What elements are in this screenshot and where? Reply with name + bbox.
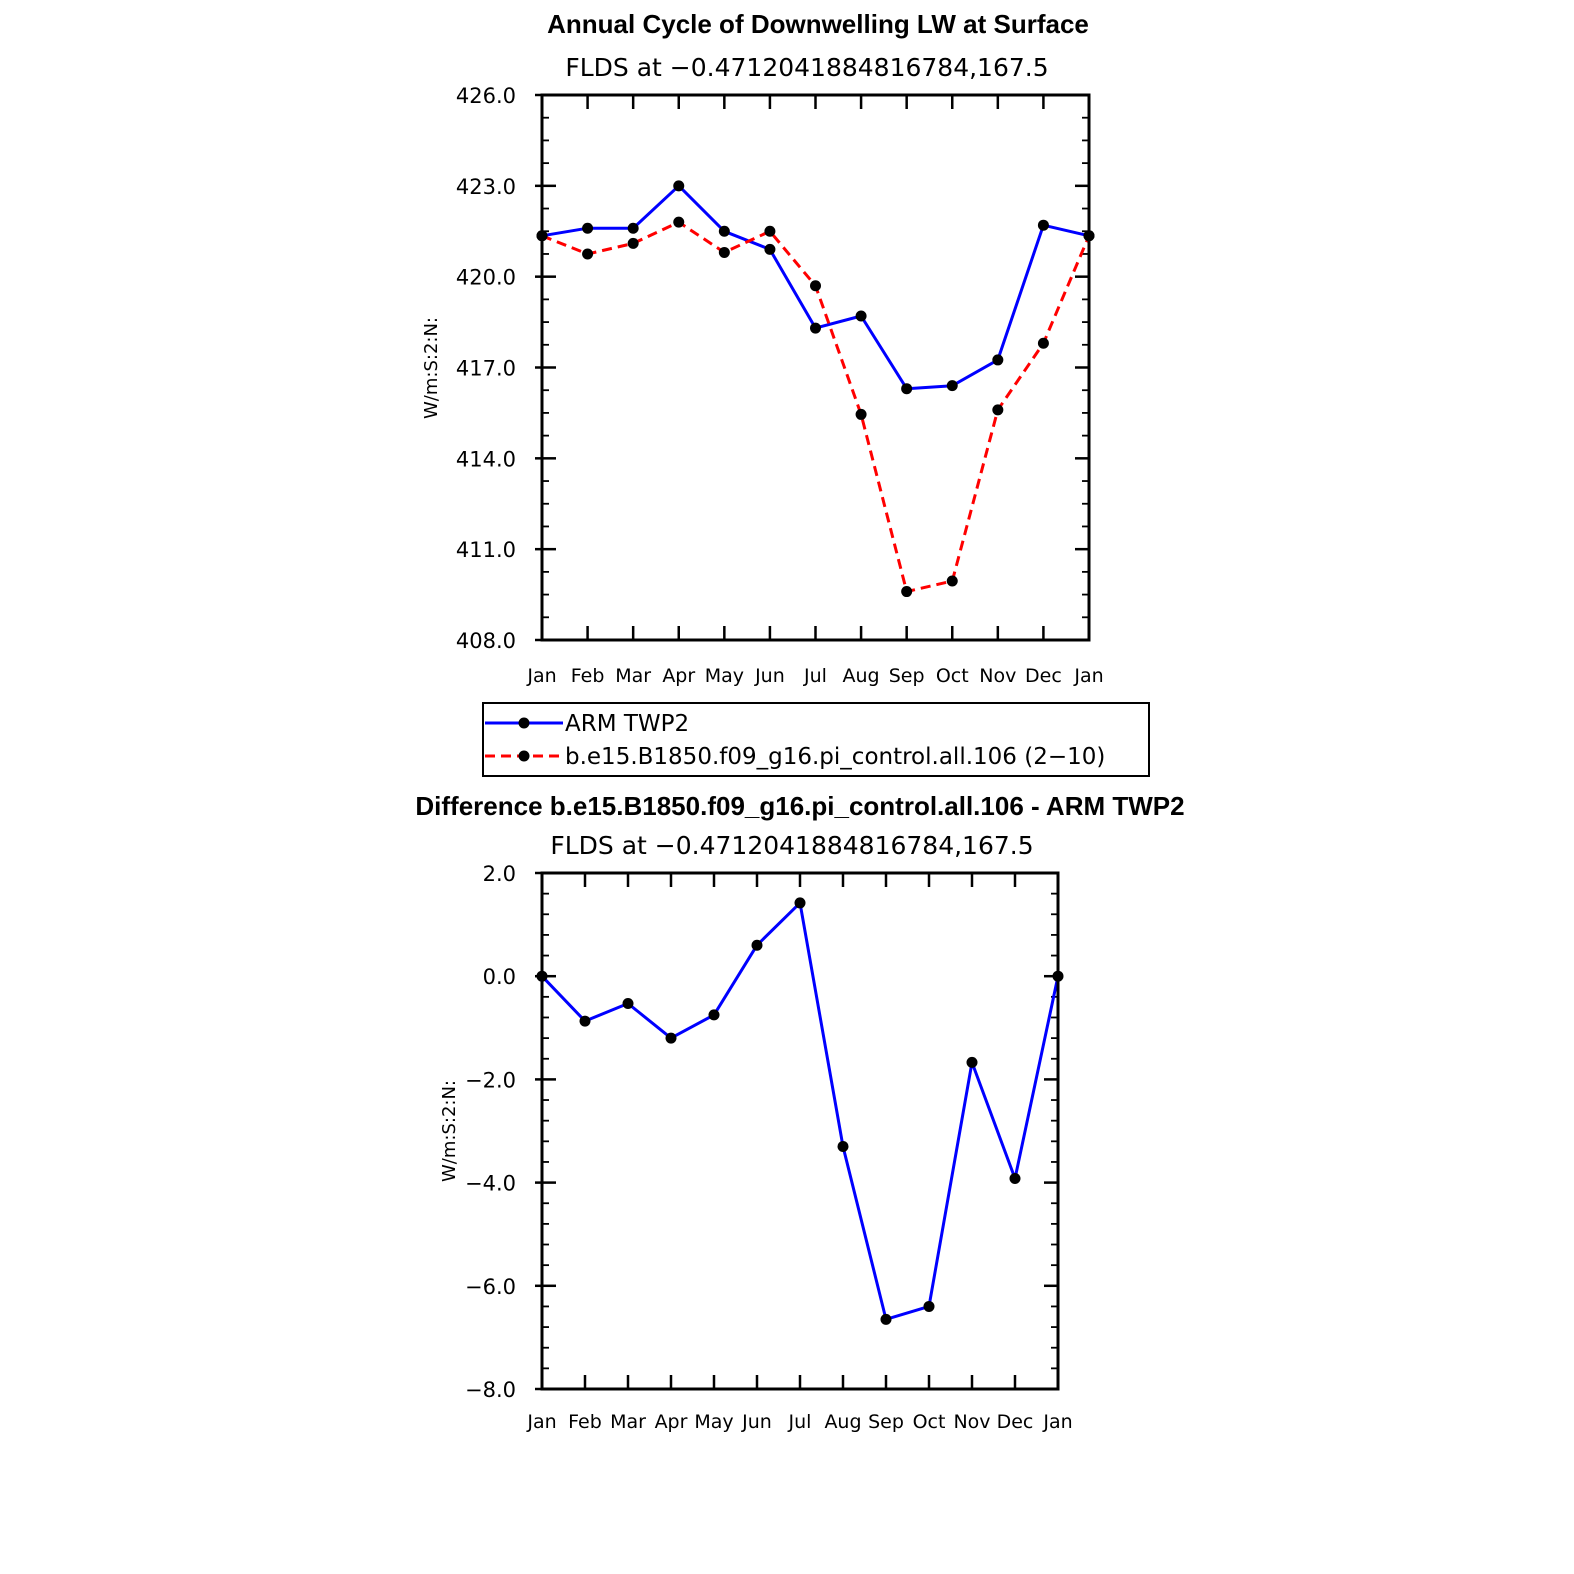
legend-label-arm: ARM TWP2 — [565, 711, 689, 737]
top-x-tick-label: Jul — [803, 665, 827, 687]
top-series-1-point — [764, 225, 776, 237]
bottom-chart-title: Difference b.e15.B1850.f09_g16.pi_contro… — [415, 791, 1184, 821]
top-series-0-point — [627, 222, 639, 234]
top-series-1-point — [901, 586, 913, 598]
bottom-y-tick-label: 2.0 — [483, 862, 516, 886]
bottom-y-tick-label: −8.0 — [465, 1378, 516, 1402]
top-chart-series — [536, 180, 1095, 598]
bottom-x-tick-label: Feb — [568, 1411, 602, 1433]
bottom-chart-frame — [540, 871, 1060, 1391]
top-chart: Annual Cycle of Downwelling LW at Surfac… — [421, 9, 1104, 687]
bottom-chart-subtitle: FLDS at −0.4712041884816784,167.5 — [550, 831, 1033, 860]
bottom-x-tick-label: Apr — [655, 1411, 688, 1433]
top-series-1-point — [810, 280, 821, 292]
legend-marker-model — [518, 750, 530, 762]
bottom-x-tick-label: Jun — [741, 1411, 772, 1433]
bottom-x-tick-label: Jan — [1042, 1411, 1072, 1433]
bottom-series-0-point — [751, 939, 763, 951]
bottom-y-tick-label: −2.0 — [465, 1068, 516, 1092]
bottom-y-tick-label: −6.0 — [465, 1275, 516, 1299]
top-y-tick-label: 423.0 — [456, 175, 516, 199]
bottom-x-tick-label: Dec — [997, 1411, 1034, 1433]
top-x-tick-label: Dec — [1025, 665, 1062, 687]
top-x-tick-label: Jun — [754, 665, 785, 687]
top-chart-ticks: Jan Feb Mar Apr May Jun Jul Aug Sep Oct Nov Dec Jan 4… — [456, 84, 1104, 687]
bottom-x-tick-label: Jan — [526, 1411, 556, 1433]
bottom-series-0-point — [665, 1032, 677, 1044]
bottom-x-tick-label: Oct — [913, 1411, 946, 1433]
top-x-tick-label: Oct — [936, 665, 969, 687]
top-series-1-point — [627, 237, 639, 249]
top-x-tick-label: May — [705, 665, 744, 687]
top-chart-title: Annual Cycle of Downwelling LW at Surfac… — [547, 9, 1089, 39]
bottom-x-tick-label: May — [694, 1411, 733, 1433]
bottom-series-0-point — [923, 1300, 935, 1312]
top-series-0-point — [992, 354, 1004, 366]
bottom-x-tick-label: Sep — [868, 1411, 904, 1433]
bottom-series-0-point — [622, 998, 634, 1010]
bottom-chart-ticks: Jan Feb Mar Apr May Jun Jul Aug Sep Oct Nov Dec Jan−… — [465, 862, 1073, 1433]
top-chart-frame — [540, 93, 1091, 642]
top-series-0-point — [810, 322, 821, 334]
top-y-tick-label: 426.0 — [456, 84, 516, 108]
bottom-chart-ylabel: W/m:S:2:N: — [439, 1080, 460, 1182]
bottom-chart-series — [536, 897, 1064, 1325]
top-series-0-point — [946, 380, 958, 392]
top-series-1-point — [582, 248, 594, 260]
top-x-tick-label: Jan — [526, 665, 556, 687]
bottom-series-0-point — [837, 1140, 849, 1152]
top-x-tick-label: Apr — [662, 665, 695, 687]
top-series-1-point — [946, 575, 958, 587]
top-y-tick-label: 420.0 — [456, 266, 516, 290]
top-series-1-point — [718, 246, 730, 258]
top-y-tick-label: 408.0 — [456, 629, 516, 653]
top-x-tick-label: Nov — [979, 665, 1016, 687]
top-series-0-point — [1037, 219, 1049, 231]
top-series-0-point — [582, 222, 594, 234]
top-series-1-point — [855, 408, 867, 420]
top-chart-ylabel: W/m:S:2:N: — [421, 317, 442, 419]
bottom-series-0-point — [708, 1009, 720, 1021]
bottom-series-0-point — [966, 1056, 978, 1068]
top-x-tick-label: Aug — [843, 665, 880, 687]
top-y-tick-label: 417.0 — [456, 357, 516, 381]
top-series-0-point — [764, 243, 776, 255]
bottom-x-tick-label: Jul — [788, 1411, 812, 1433]
top-series-0-point — [855, 310, 867, 322]
bottom-x-tick-label: Nov — [953, 1411, 990, 1433]
legend-marker-arm — [518, 717, 530, 729]
top-x-tick-label: Feb — [571, 665, 605, 687]
legend-label-model: b.e15.B1850.f09_g16.pi_control.all.106 (… — [565, 744, 1105, 770]
top-y-tick-label: 411.0 — [456, 538, 516, 562]
top-chart-subtitle: FLDS at −0.4712041884816784,167.5 — [565, 53, 1048, 82]
legend: ARM TWP2 b.e15.B1850.f09_g16.pi_control.… — [482, 702, 1150, 777]
bottom-y-tick-label: −4.0 — [465, 1172, 516, 1196]
bottom-series-0-point — [1009, 1172, 1021, 1184]
legend-box — [482, 702, 1150, 777]
top-y-tick-label: 414.0 — [456, 447, 516, 471]
top-x-tick-label: Jan — [1073, 665, 1103, 687]
top-series-0-point — [901, 383, 913, 395]
bottom-series-0-point — [794, 897, 806, 909]
bottom-x-tick-label: Mar — [610, 1411, 646, 1433]
bottom-series-0-point — [880, 1313, 892, 1325]
top-x-tick-label: Sep — [889, 665, 925, 687]
bottom-x-tick-label: Aug — [824, 1411, 861, 1433]
top-series-0-point — [673, 180, 685, 192]
top-x-tick-label: Mar — [615, 665, 651, 687]
bottom-chart: Difference b.e15.B1850.f09_g16.pi_contro… — [415, 791, 1184, 1433]
top-series-0-point — [718, 225, 730, 237]
top-series-1-point — [992, 404, 1004, 416]
top-series-1-point — [673, 216, 685, 228]
bottom-y-tick-label: 0.0 — [483, 965, 516, 989]
bottom-series-0-point — [579, 1015, 591, 1027]
top-series-1-point — [1037, 337, 1049, 349]
